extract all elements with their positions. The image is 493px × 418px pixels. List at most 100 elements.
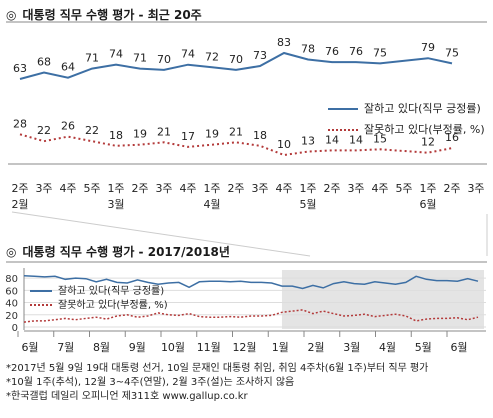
- chart-bottom-title-text: 대통령 직무 수행 평가 - 2017/2018년: [22, 245, 230, 259]
- legend2-positive-label: 잘하고 있다(직무 긍정률): [58, 286, 165, 297]
- chart-top-title-text: 대통령 직무 수행 평가 - 최근 20주: [22, 8, 202, 22]
- x-month-label: 4월: [379, 341, 396, 354]
- legend-negative-swatch: [328, 129, 358, 131]
- x-tick-label: 1주: [107, 182, 125, 195]
- negative-series-label: 19: [205, 128, 219, 141]
- y-tick-label: 20: [5, 311, 18, 322]
- positive-series-label: 76: [349, 45, 363, 58]
- x-tick-label: 2주: [443, 182, 461, 195]
- positive-series-label: 75: [445, 46, 459, 59]
- negative-series-label: 14: [325, 133, 339, 146]
- positive-series-label: 83: [277, 36, 291, 49]
- x-tick-label: 5주: [395, 182, 413, 195]
- zoom-connector-left: [11, 211, 311, 257]
- x-tick-label: 1주: [299, 182, 317, 195]
- negative-series-line: [19, 133, 453, 157]
- positive-series-label: 78: [301, 43, 315, 56]
- x-month-label: 6월: [21, 341, 38, 354]
- negative-series-label: 12: [421, 136, 435, 149]
- negative-series-label: 22: [85, 124, 99, 137]
- x-month-label: 5월: [415, 341, 432, 354]
- y-tick-label: 60: [5, 286, 18, 297]
- positive-series-line: [19, 51, 453, 80]
- legend-positive: 잘하고 있다(직무 긍정률): [328, 100, 481, 116]
- positive-series-label: 70: [157, 53, 171, 66]
- x-tick-label: 3주: [467, 182, 485, 195]
- x-tick-label: 2주: [131, 182, 149, 195]
- chart-bottom-title: ◎ 대통령 직무 수행 평가 - 2017/2018년: [6, 243, 230, 260]
- bottom-positive-line: [23, 274, 479, 290]
- y-tick-label: 0: [12, 323, 18, 334]
- positive-series-label: 73: [253, 49, 267, 62]
- negative-series-label: 18: [109, 129, 123, 142]
- positive-series-label: 63: [13, 62, 27, 75]
- legend-positive-swatch: [328, 108, 358, 110]
- negative-series-label: 15: [373, 132, 387, 145]
- x-tick-label: 2주: [11, 182, 29, 195]
- x-month-label: 1월: [272, 341, 289, 354]
- legend2-positive-swatch: [30, 290, 52, 292]
- negative-series-label: 21: [229, 125, 243, 138]
- x-month-label: 9월: [129, 341, 146, 354]
- bottom-negative-line: [23, 309, 479, 323]
- x-tick-label: 1주: [419, 182, 437, 195]
- x-month-label: 11월: [197, 341, 221, 354]
- x-tick-label: 4주: [371, 182, 389, 195]
- x-tick-label: 1주: [203, 182, 221, 195]
- x-month-label: 6월: [450, 341, 467, 354]
- legend-negative: 잘못하고 있다(부정률, %): [328, 121, 485, 137]
- footnotes: *2017년 5월 9일 19대 대통령 선거, 10일 문재인 대통령 취임,…: [6, 362, 428, 404]
- footnote-1: *2017년 5월 9일 19대 대통령 선거, 10일 문재인 대통령 취임,…: [6, 363, 429, 374]
- x-month-label: 3월: [107, 198, 125, 211]
- x-month-label: 3월: [343, 341, 360, 354]
- x-tick-label: 4주: [59, 182, 77, 195]
- x-tick-label: 3주: [251, 182, 269, 195]
- positive-series-label: 70: [229, 53, 243, 66]
- y-tick-label: 80: [5, 274, 18, 285]
- x-tick-label: 3주: [155, 182, 173, 195]
- positive-series-label: 71: [133, 52, 147, 65]
- negative-series-label: 19: [133, 128, 147, 141]
- footnote-3: *한국갤럽 데일리 오피니언 제311호 www.gallup.co.kr: [6, 391, 248, 402]
- positive-series-label: 75: [373, 46, 387, 59]
- positive-series-label: 76: [325, 45, 339, 58]
- negative-series-label: 13: [301, 135, 315, 148]
- legend2-negative-label: 잘못하고 있다(부정률, %): [58, 300, 168, 311]
- chart-top-title: ◎ 대통령 직무 수행 평가 - 최근 20주: [6, 6, 202, 23]
- negative-series-label: 26: [61, 120, 75, 133]
- x-month-label: 7월: [57, 341, 74, 354]
- x-tick-label: 4주: [179, 182, 197, 195]
- legend-positive-label: 잘하고 있다(직무 긍정률): [364, 102, 481, 115]
- x-month-label: 12월: [232, 341, 256, 354]
- x-tick-label: 3주: [347, 182, 365, 195]
- y-tick-label: 40: [5, 299, 18, 310]
- x-tick-label: 2주: [323, 182, 341, 195]
- x-month-label: 10월: [161, 341, 185, 354]
- x-month-label: 6월: [419, 198, 437, 211]
- positive-series-label: 72: [205, 50, 219, 63]
- x-month-label: 2월: [307, 341, 324, 354]
- negative-series-label: 10: [277, 138, 291, 151]
- negative-series-label: 28: [13, 117, 27, 130]
- negative-series-label: 14: [349, 133, 363, 146]
- chart-bottom-title-mark: ◎: [6, 245, 17, 259]
- positive-series-label: 74: [109, 48, 123, 61]
- x-tick-label: 2주: [227, 182, 245, 195]
- negative-series-label: 21: [157, 125, 171, 138]
- legend2-positive: 잘하고 있다(직무 긍정률): [30, 282, 164, 297]
- chart-top-title-mark: ◎: [6, 8, 17, 22]
- x-tick-label: 4주: [275, 182, 293, 195]
- x-month-label: 2월: [11, 198, 29, 211]
- positive-series-label: 71: [85, 52, 99, 65]
- legend-negative-label: 잘못하고 있다(부정률, %): [364, 123, 485, 136]
- positive-series-label: 68: [37, 56, 51, 69]
- positive-series-label: 64: [61, 61, 75, 74]
- x-month-label: 4월: [203, 198, 221, 211]
- positive-series-label: 79: [421, 41, 435, 54]
- legend2-negative: 잘못하고 있다(부정률, %): [30, 296, 168, 311]
- recent-20-weeks-highlight: [281, 270, 484, 329]
- x-month-label: 5월: [299, 198, 317, 211]
- legend2-negative-swatch: [30, 304, 52, 306]
- negative-series-label: 17: [181, 130, 195, 143]
